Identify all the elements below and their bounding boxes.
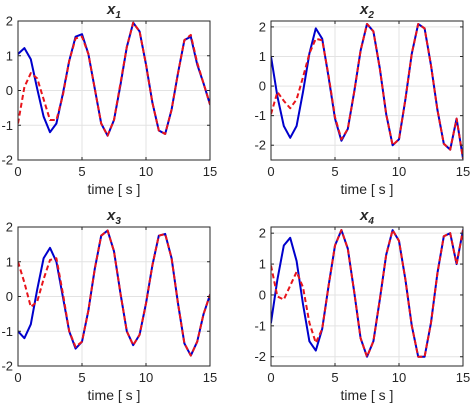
plot-area bbox=[271, 227, 463, 366]
estimate-series-line bbox=[271, 229, 463, 358]
chart-panel-4: 0 5 10 15 -2 -1 0 1 2 time [ s ] x4 bbox=[254, 207, 470, 403]
x-axis-label: time [ s ] bbox=[88, 181, 141, 197]
y-tick-label: 0 bbox=[259, 287, 266, 302]
estimate-series-line bbox=[18, 229, 210, 357]
x-tick-label: 5 bbox=[78, 164, 85, 179]
x-tick-label: 5 bbox=[331, 164, 338, 179]
y-tick-label: -2 bbox=[254, 138, 266, 153]
x-tick-label: 0 bbox=[14, 164, 21, 179]
y-tick-label: -2 bbox=[254, 349, 266, 364]
chart-panel-3: 0 5 10 15 -2 -1 0 1 2 time [ s ] x3 bbox=[1, 207, 217, 403]
x-tick-label: 15 bbox=[203, 164, 217, 179]
x-tick-label: 15 bbox=[203, 370, 217, 385]
axes-frame bbox=[270, 226, 464, 367]
y-tick-label: -1 bbox=[1, 324, 13, 339]
x-tick-label: 0 bbox=[267, 164, 274, 179]
chart-title: x2 bbox=[359, 1, 374, 21]
y-tick-label: 0 bbox=[259, 79, 266, 94]
y-tick-label: -1 bbox=[254, 318, 266, 333]
y-tick-label: 2 bbox=[259, 226, 266, 241]
chart-title: x4 bbox=[359, 207, 374, 227]
y-tick-label: -1 bbox=[254, 108, 266, 123]
x-tick-label: 10 bbox=[139, 164, 153, 179]
axes-frame bbox=[270, 20, 464, 161]
estimate-series-line bbox=[271, 22, 463, 159]
actual-series-line bbox=[18, 229, 210, 357]
x-tick-label: 15 bbox=[456, 164, 470, 179]
x-axis-label: time [ s ] bbox=[88, 387, 141, 403]
estimate-series-line bbox=[18, 21, 210, 137]
x-tick-label: 10 bbox=[392, 164, 406, 179]
x-axis-label: time [ s ] bbox=[341, 181, 394, 197]
y-tick-label: 2 bbox=[6, 220, 13, 235]
y-tick-label: 0 bbox=[6, 83, 13, 98]
chart-panel-2: 0 5 10 15 -2 -1 0 1 2 time [ s ] x2 bbox=[254, 1, 470, 197]
x-tick-label: 5 bbox=[78, 370, 85, 385]
x-tick-label: 5 bbox=[331, 370, 338, 385]
x-tick-label: 15 bbox=[456, 370, 470, 385]
y-tick-label: 1 bbox=[259, 49, 266, 64]
y-tick-label: 1 bbox=[6, 254, 13, 269]
x-axis-label: time [ s ] bbox=[341, 387, 394, 403]
y-tick-label: -2 bbox=[1, 153, 13, 168]
chart-title: x3 bbox=[106, 207, 121, 227]
y-tick-label: 0 bbox=[6, 289, 13, 304]
y-tick-label: 1 bbox=[6, 48, 13, 63]
x-tick-label: 0 bbox=[14, 370, 21, 385]
y-tick-label: -1 bbox=[1, 118, 13, 133]
y-tick-label: 2 bbox=[6, 14, 13, 29]
y-tick-label: -2 bbox=[1, 359, 13, 374]
x-tick-label: 10 bbox=[392, 370, 406, 385]
x-tick-label: 10 bbox=[139, 370, 153, 385]
chart-panel-1: 0 5 10 15 -2 -1 0 1 2 time [ s ] x1 bbox=[1, 1, 217, 197]
x-tick-label: 0 bbox=[267, 370, 274, 385]
chart-title: x1 bbox=[106, 1, 121, 21]
y-tick-label: 1 bbox=[259, 257, 266, 272]
y-tick-label: 2 bbox=[259, 19, 266, 34]
